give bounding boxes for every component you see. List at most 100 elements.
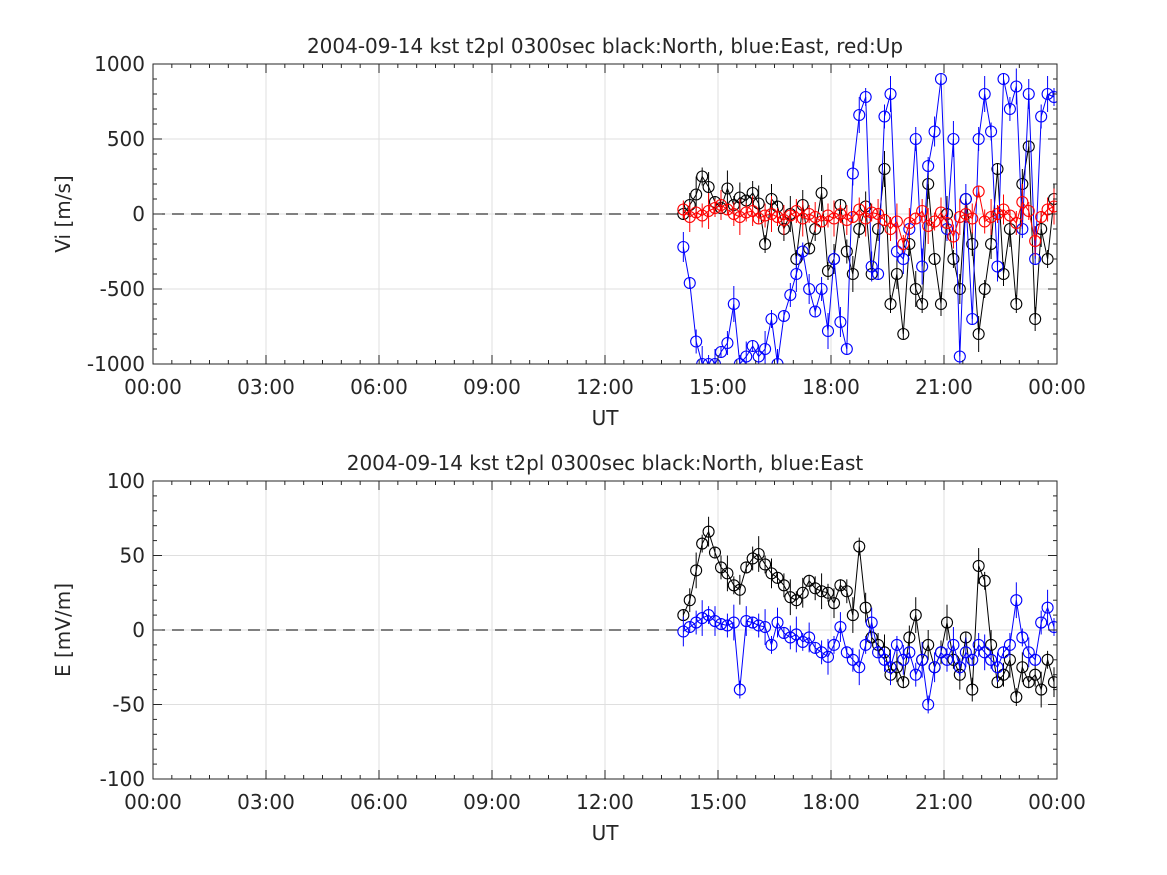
- data-point: [1022, 646, 1035, 659]
- data-point: [821, 650, 835, 663]
- data-point: [1047, 90, 1057, 104]
- data-point: [1010, 80, 1023, 93]
- data-point: [746, 616, 759, 629]
- efield-axes-frame: [152, 480, 1058, 780]
- data-point: [733, 683, 746, 696]
- data-point: [784, 591, 797, 604]
- data-point: [721, 203, 734, 216]
- data-point: [714, 345, 728, 359]
- data-point: [790, 267, 803, 281]
- data-point: [947, 132, 960, 146]
- data-point: [815, 282, 828, 296]
- series-line: [682, 78, 1055, 364]
- data-point: [702, 180, 715, 194]
- data-point: [840, 213, 853, 227]
- x-tick-label: 00:00: [124, 790, 182, 814]
- data-point: [1022, 676, 1035, 689]
- data-point: [777, 309, 790, 323]
- data-point: [690, 206, 703, 219]
- data-point: [1029, 234, 1042, 248]
- data-point: [1035, 616, 1048, 629]
- data-point: [721, 182, 734, 195]
- data-point: [677, 625, 690, 638]
- data-point: [690, 616, 703, 629]
- data-point: [1029, 668, 1042, 681]
- data-point: [1016, 631, 1029, 644]
- velocity-series: [677, 68, 1057, 364]
- x-tick-label: 00:00: [1028, 375, 1086, 399]
- data-point: [947, 638, 960, 651]
- y-tick-label: -500: [100, 277, 145, 301]
- data-point: [708, 201, 722, 215]
- x-tick-label: 15:00: [689, 790, 747, 814]
- series-0: [677, 516, 1057, 708]
- velocity-y-axis-label: Vi [m/s]: [51, 175, 75, 252]
- data-point: [934, 206, 948, 219]
- data-point: [865, 616, 878, 629]
- data-point: [909, 668, 922, 681]
- data-point: [840, 585, 853, 598]
- data-point: [953, 282, 966, 296]
- data-point: [815, 215, 828, 228]
- data-point: [690, 188, 703, 201]
- data-point: [759, 237, 772, 251]
- x-tick-label: 00:00: [124, 375, 182, 399]
- velocity-x-axis-label: UT: [592, 406, 620, 430]
- efield-panel: 00:00 03:00 06:00 09:00 12:00 15:00 18:00 21:00…: [51, 451, 1086, 845]
- data-point: [727, 297, 740, 311]
- x-tick-label: 15:00: [689, 375, 747, 399]
- data-point: [928, 215, 941, 228]
- data-point: [708, 546, 722, 559]
- data-point: [803, 631, 816, 644]
- data-point: [966, 683, 979, 696]
- data-point: [884, 87, 897, 101]
- data-point: [809, 641, 822, 654]
- data-point: [978, 574, 991, 587]
- data-point: [683, 276, 696, 290]
- data-point: [1041, 203, 1054, 216]
- data-point: [922, 638, 935, 651]
- data-point: [890, 245, 903, 258]
- data-point: [1010, 594, 1023, 607]
- data-point: [884, 222, 897, 236]
- series-1: [677, 582, 1057, 714]
- velocity-chart-title: 2004-09-14 kst t2pl 0300sec black:North,…: [307, 34, 903, 58]
- y-tick-label: -100: [100, 767, 145, 791]
- x-tick-label: 12:00: [576, 790, 634, 814]
- data-point: [909, 212, 922, 225]
- efield-y-axis-label: E [mV/m]: [51, 583, 75, 677]
- data-point: [916, 260, 929, 273]
- data-point: [872, 207, 885, 221]
- data-point: [752, 547, 765, 561]
- data-point: [853, 222, 866, 236]
- data-point: [846, 167, 859, 180]
- data-point: [940, 616, 954, 629]
- data-point: [953, 210, 966, 224]
- x-tick-label: 21:00: [915, 375, 973, 399]
- data-point: [784, 288, 797, 302]
- data-point: [721, 567, 734, 580]
- data-point: [1010, 297, 1023, 311]
- data-point: [1003, 638, 1016, 651]
- data-point: [803, 242, 816, 255]
- data-point: [727, 616, 740, 629]
- data-point: [1047, 676, 1057, 689]
- series-line: [682, 530, 1055, 698]
- data-point: [997, 668, 1010, 681]
- data-point: [740, 350, 753, 363]
- data-point: [878, 213, 891, 227]
- data-point: [947, 252, 960, 266]
- data-point: [985, 638, 998, 651]
- data-point: [714, 617, 728, 631]
- data-point: [1047, 200, 1057, 213]
- data-point: [846, 609, 859, 622]
- data-point: [771, 357, 784, 364]
- velocity-axes-frame: [152, 63, 1058, 365]
- data-point: [815, 646, 828, 659]
- efield-chart-title: 2004-09-14 kst t2pl 0300sec black:North,…: [347, 451, 864, 475]
- data-point: [1029, 653, 1042, 666]
- data-point: [934, 297, 948, 311]
- data-point: [721, 619, 734, 632]
- x-tick-label: 03:00: [237, 375, 295, 399]
